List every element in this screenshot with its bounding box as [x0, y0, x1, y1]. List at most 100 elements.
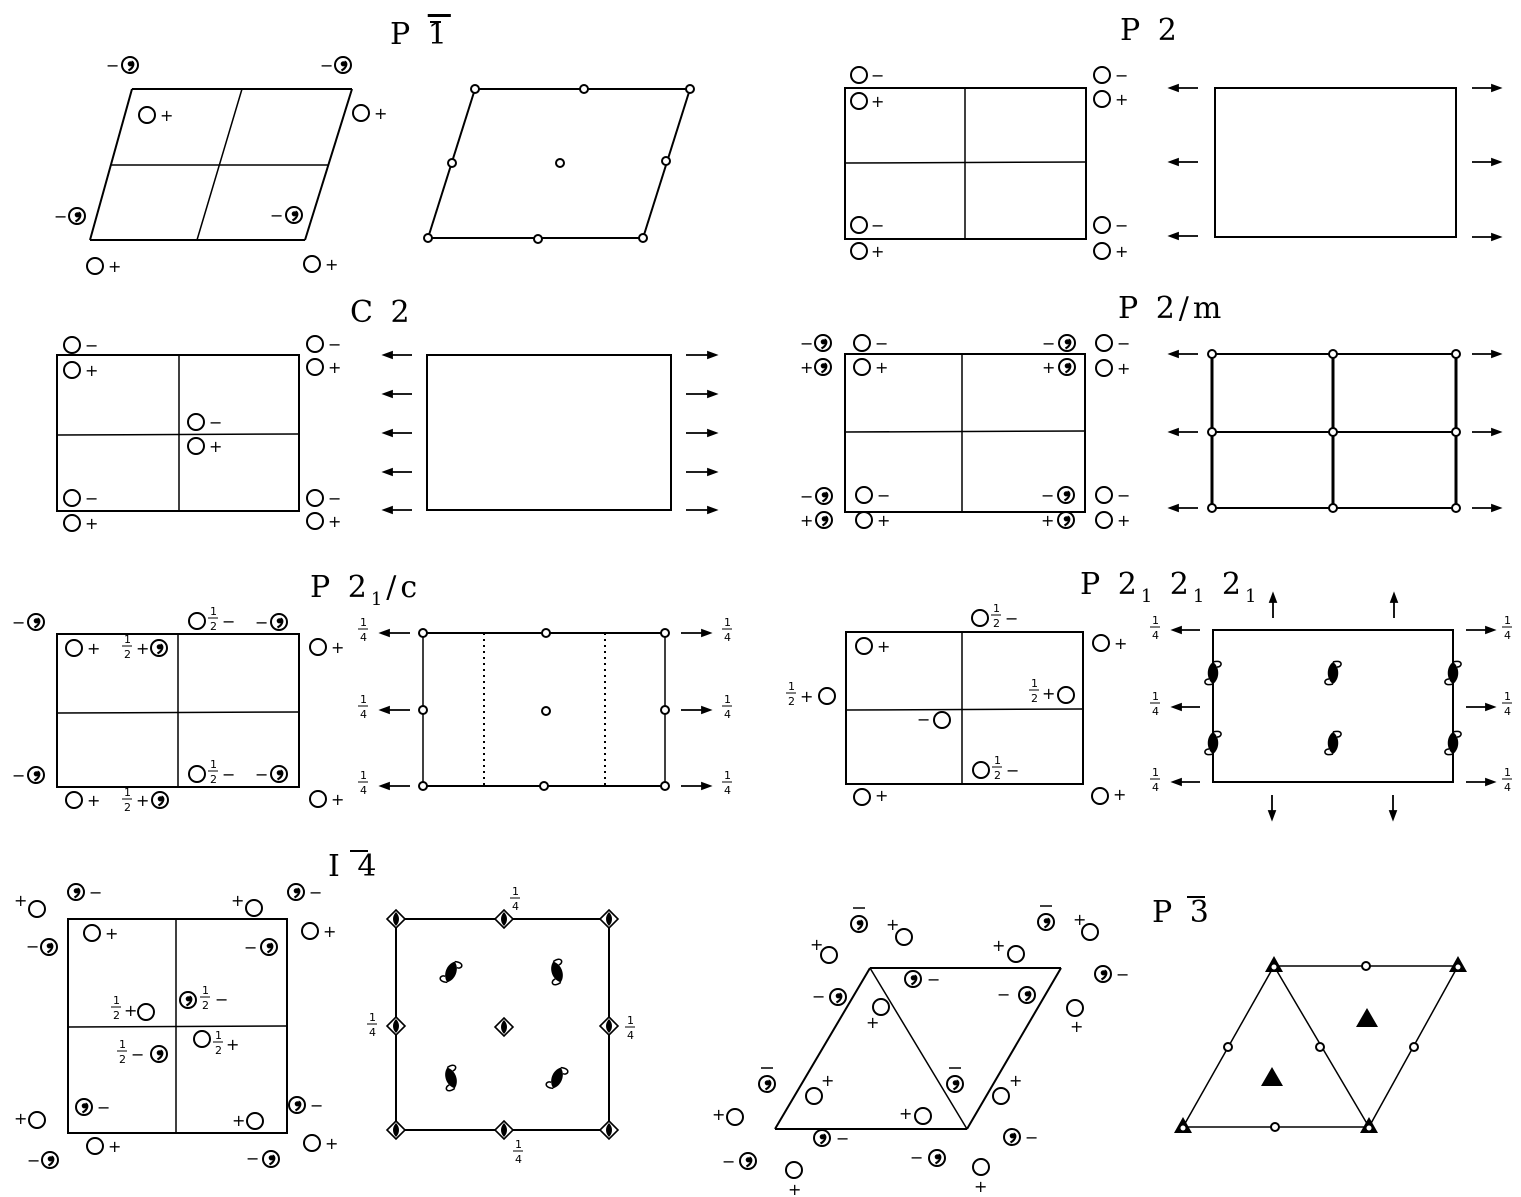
unit-cell-p2 — [844, 87, 1087, 240]
svg-text:2: 2 — [788, 695, 795, 708]
svg-text:−: − — [255, 613, 268, 632]
svg-text:+: + — [105, 924, 118, 943]
svg-text:+: + — [974, 1177, 987, 1196]
group-title-p-3: P 3 — [1152, 895, 1213, 930]
svg-text:4: 4 — [1504, 781, 1511, 794]
svg-text:1: 1 — [360, 693, 367, 706]
unit-cell-c2 — [56, 354, 300, 512]
svg-text:4: 4 — [724, 784, 731, 797]
svg-text:−: − — [1117, 334, 1130, 353]
svg-text:+: + — [325, 1134, 338, 1153]
svg-text:−: − — [1115, 66, 1128, 85]
svg-text:4: 4 — [360, 631, 367, 644]
svg-text:+: + — [325, 255, 338, 274]
unit-cell-p2-m — [844, 353, 1086, 513]
svg-text:2: 2 — [994, 769, 1001, 782]
svg-text:1: 1 — [1031, 677, 1038, 690]
svg-text:−: − — [1025, 1128, 1038, 1147]
group-title-p2-m: P 2/m — [1118, 291, 1225, 326]
svg-text:+: + — [87, 791, 100, 810]
svg-text:−: − — [800, 487, 813, 506]
general-positions-p-3: + + + + − − − + − + + + + + − − − + − + — [712, 905, 1129, 1197]
svg-text:+: + — [1070, 1017, 1083, 1036]
panel-c2: C 2 − + − + − + − + − + — [56, 295, 719, 533]
svg-text:−: − — [1116, 965, 1129, 984]
group-title-i-4: I 4 — [328, 849, 381, 884]
svg-text:−: − — [85, 336, 98, 355]
svg-text:2: 2 — [113, 1009, 120, 1022]
svg-text:1: 1 — [215, 1029, 222, 1042]
svg-text:+: + — [712, 1105, 725, 1124]
group-title-p-1: P 1 — [390, 17, 451, 52]
svg-text:4: 4 — [724, 708, 731, 721]
symmetry-elements-p2 — [1167, 83, 1503, 242]
svg-text:+: + — [226, 1035, 239, 1054]
svg-text:4: 4 — [1152, 705, 1159, 718]
svg-text:+: + — [14, 1109, 27, 1128]
svg-text:4: 4 — [1504, 705, 1511, 718]
group-title-p212121: P 21 21 21 — [1080, 567, 1260, 607]
svg-text:2: 2 — [210, 773, 217, 786]
symmetry-elements-p212121: 1 4 1 4 1 4 1 4 1 4 1 4 — [1150, 591, 1512, 822]
svg-text:+: + — [1009, 1071, 1022, 1090]
svg-text:+: + — [1115, 90, 1128, 109]
svg-text:4: 4 — [515, 1153, 522, 1166]
svg-text:+: + — [875, 358, 888, 377]
svg-text:+: + — [232, 1111, 245, 1130]
svg-text:+: + — [877, 511, 890, 530]
svg-text:+: + — [160, 106, 173, 125]
svg-text:−: − — [106, 56, 119, 75]
svg-text:+: + — [136, 791, 149, 810]
svg-text:+: + — [14, 891, 27, 910]
panel-i-4: I 4 − + − + − + + − 12 + 12 − 12 − 12 + … — [14, 849, 635, 1170]
svg-text:−: − — [97, 1098, 110, 1117]
svg-text:4: 4 — [724, 631, 731, 644]
general-positions-p2-m: − + − + − + − + − + − + − + − + — [800, 334, 1130, 530]
svg-text:+: + — [788, 1180, 801, 1197]
svg-text:+: + — [87, 639, 100, 658]
svg-text:+: + — [1041, 511, 1054, 530]
svg-text:+: + — [108, 257, 121, 276]
svg-text:+: + — [875, 786, 888, 805]
svg-text:1: 1 — [369, 1011, 376, 1024]
svg-text:1: 1 — [1152, 690, 1159, 703]
svg-text:−: − — [836, 1129, 849, 1148]
unit-cell-p21-c — [56, 633, 300, 788]
svg-text:1: 1 — [124, 786, 131, 799]
svg-text:+: + — [331, 790, 344, 809]
svg-text:1: 1 — [360, 769, 367, 782]
svg-text:+: + — [231, 891, 244, 910]
svg-text:−: − — [997, 985, 1010, 1004]
svg-text:−: − — [812, 987, 825, 1006]
svg-text:−: − — [1006, 761, 1019, 780]
svg-text:+: + — [800, 511, 813, 530]
svg-text:+: + — [1117, 511, 1130, 530]
svg-text:1: 1 — [993, 602, 1000, 615]
svg-text:−: − — [89, 883, 102, 902]
svg-text:−: − — [246, 1149, 259, 1168]
svg-text:−: − — [131, 1045, 144, 1064]
panel-p212121: P 21 21 21 1 2 − + + 1 2 + 1 2 + − 1 2 − + + — [786, 567, 1512, 822]
svg-text:1: 1 — [202, 984, 209, 997]
svg-text:1: 1 — [788, 680, 795, 693]
svg-text:−: − — [800, 334, 813, 353]
quarter-labels: 1 4 1 4 1 4 1 4 — [367, 885, 635, 1166]
symmetry-elements-p-1 — [423, 84, 695, 244]
svg-text:−: − — [877, 486, 890, 505]
svg-text:1: 1 — [1504, 614, 1511, 627]
svg-text:+: + — [136, 639, 149, 658]
svg-text:1: 1 — [724, 693, 731, 706]
svg-text:4: 4 — [627, 1029, 634, 1042]
svg-text:4: 4 — [360, 708, 367, 721]
svg-text:−: − — [871, 216, 884, 235]
svg-text:4: 4 — [369, 1026, 376, 1039]
svg-text:1: 1 — [627, 1014, 634, 1027]
svg-text:−: − — [222, 765, 235, 784]
svg-text:−: − — [871, 66, 884, 85]
group-title-p21-c: P 21/c — [310, 570, 421, 610]
svg-text:+: + — [821, 1071, 834, 1090]
symmetry-elements-p-3 — [1174, 956, 1467, 1133]
svg-text:4: 4 — [1504, 629, 1511, 642]
svg-text:−: − — [917, 710, 930, 729]
